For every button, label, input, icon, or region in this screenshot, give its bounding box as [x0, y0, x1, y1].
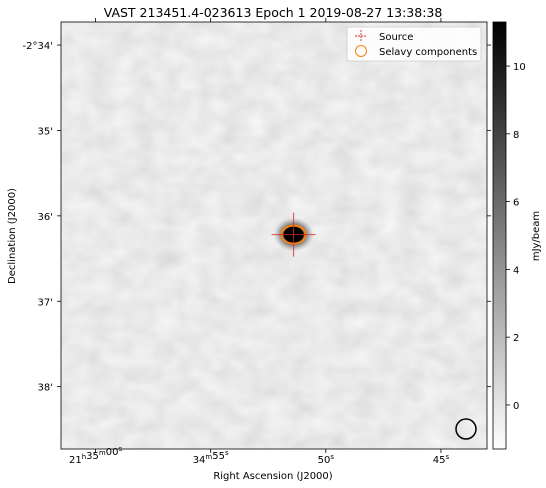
- chart-title: VAST 213451.4-023613 Epoch 1 2019-08-27 …: [104, 5, 443, 20]
- plot-frame: [60, 21, 488, 450]
- y-tick-label-0: -2°34': [23, 41, 53, 52]
- x-axis: 21h35m00s 34m55s 50s 45s: [69, 18, 450, 466]
- y-tick-label-2: 36': [38, 212, 53, 223]
- x-tick-label-0: 21h35m00s: [69, 445, 122, 466]
- y-axis: -2°34' 35' 36' 37' 38': [23, 41, 491, 394]
- beam-ellipse: [455, 418, 477, 440]
- legend: Source Selavy components: [346, 26, 482, 62]
- colorbar-gradient: [493, 22, 506, 449]
- colorbar-tick-label-4: 8: [513, 130, 519, 141]
- colorbar: 0 2 4 6 8 10 mJy/beam: [492, 21, 542, 450]
- x-tick-label-2: 50s: [318, 453, 335, 466]
- legend-label-selavy: Selavy components: [379, 47, 477, 58]
- colorbar-label: mJy/beam: [531, 211, 542, 261]
- image-panel: [61, 22, 487, 449]
- x-axis-label: Right Ascension (J2000): [213, 471, 332, 482]
- legend-label-source: Source: [379, 32, 413, 43]
- markers: [271, 212, 316, 257]
- x-tick-label-3: 45s: [433, 453, 450, 466]
- colorbar-tick-label-0: 0: [513, 401, 519, 412]
- y-tick-label-3: 37': [38, 297, 53, 308]
- y-tick-label-4: 38': [38, 383, 53, 394]
- x-tick-label-1: 34m55s: [193, 449, 229, 466]
- colorbar-tick-label-1: 2: [513, 333, 519, 344]
- colorbar-ticks: 0 2 4 6 8 10: [506, 62, 526, 412]
- colorbar-tick-label-2: 4: [513, 265, 519, 276]
- legend-source-marker: [355, 30, 367, 42]
- legend-selavy-marker: [355, 45, 367, 57]
- y-tick-label-1: 35': [38, 126, 53, 137]
- y-axis-label: Declination (J2000): [7, 188, 18, 284]
- colorbar-frame: [492, 21, 507, 450]
- legend-box: [346, 26, 482, 62]
- colorbar-tick-label-5: 10: [513, 62, 526, 73]
- colorbar-tick-label-3: 6: [513, 198, 519, 209]
